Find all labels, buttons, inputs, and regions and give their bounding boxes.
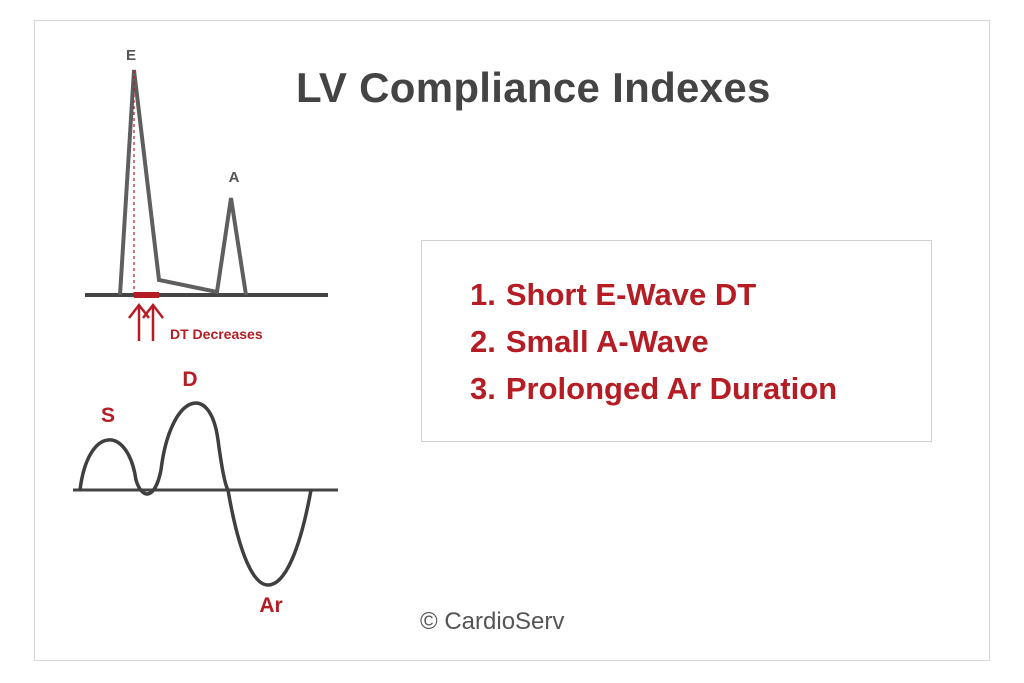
ar-wave-label: Ar — [259, 594, 282, 617]
e-wave-label: E — [126, 47, 136, 64]
dt-arrows-icon — [128, 302, 164, 341]
list-item: 1. Short E-Wave DT — [470, 277, 756, 313]
list-item: 2. Small A-Wave — [470, 324, 709, 360]
dt-decreases-label: DT Decreases — [170, 326, 263, 342]
list-item-number: 3. — [470, 371, 496, 406]
s-wave-label: S — [101, 404, 115, 427]
mitral-waveform — [118, 69, 248, 296]
page-title: LV Compliance Indexes — [296, 64, 771, 111]
list-item-text: Short E-Wave DT — [505, 277, 757, 312]
index-list-box: 1. Short E-Wave DT 2. Small A-Wave 3. Prolo… — [421, 240, 932, 442]
pv-waveform — [78, 401, 313, 587]
list-item-number: 2. — [470, 324, 496, 359]
d-wave-label: D — [182, 368, 197, 391]
a-wave-label: A — [229, 169, 240, 186]
list-item: 3. Prolonged Ar Duration — [470, 371, 837, 407]
mitral-inflow-diagram: E A DT Decreases — [85, 47, 328, 342]
list-item-number: 1. — [470, 277, 496, 312]
copyright-text: © CardioServ — [420, 608, 565, 635]
pulmonary-venous-diagram: S D Ar — [73, 368, 338, 617]
list-item-text: Small A-Wave — [505, 324, 709, 359]
list-item-text: Prolonged Ar Duration — [505, 371, 838, 406]
